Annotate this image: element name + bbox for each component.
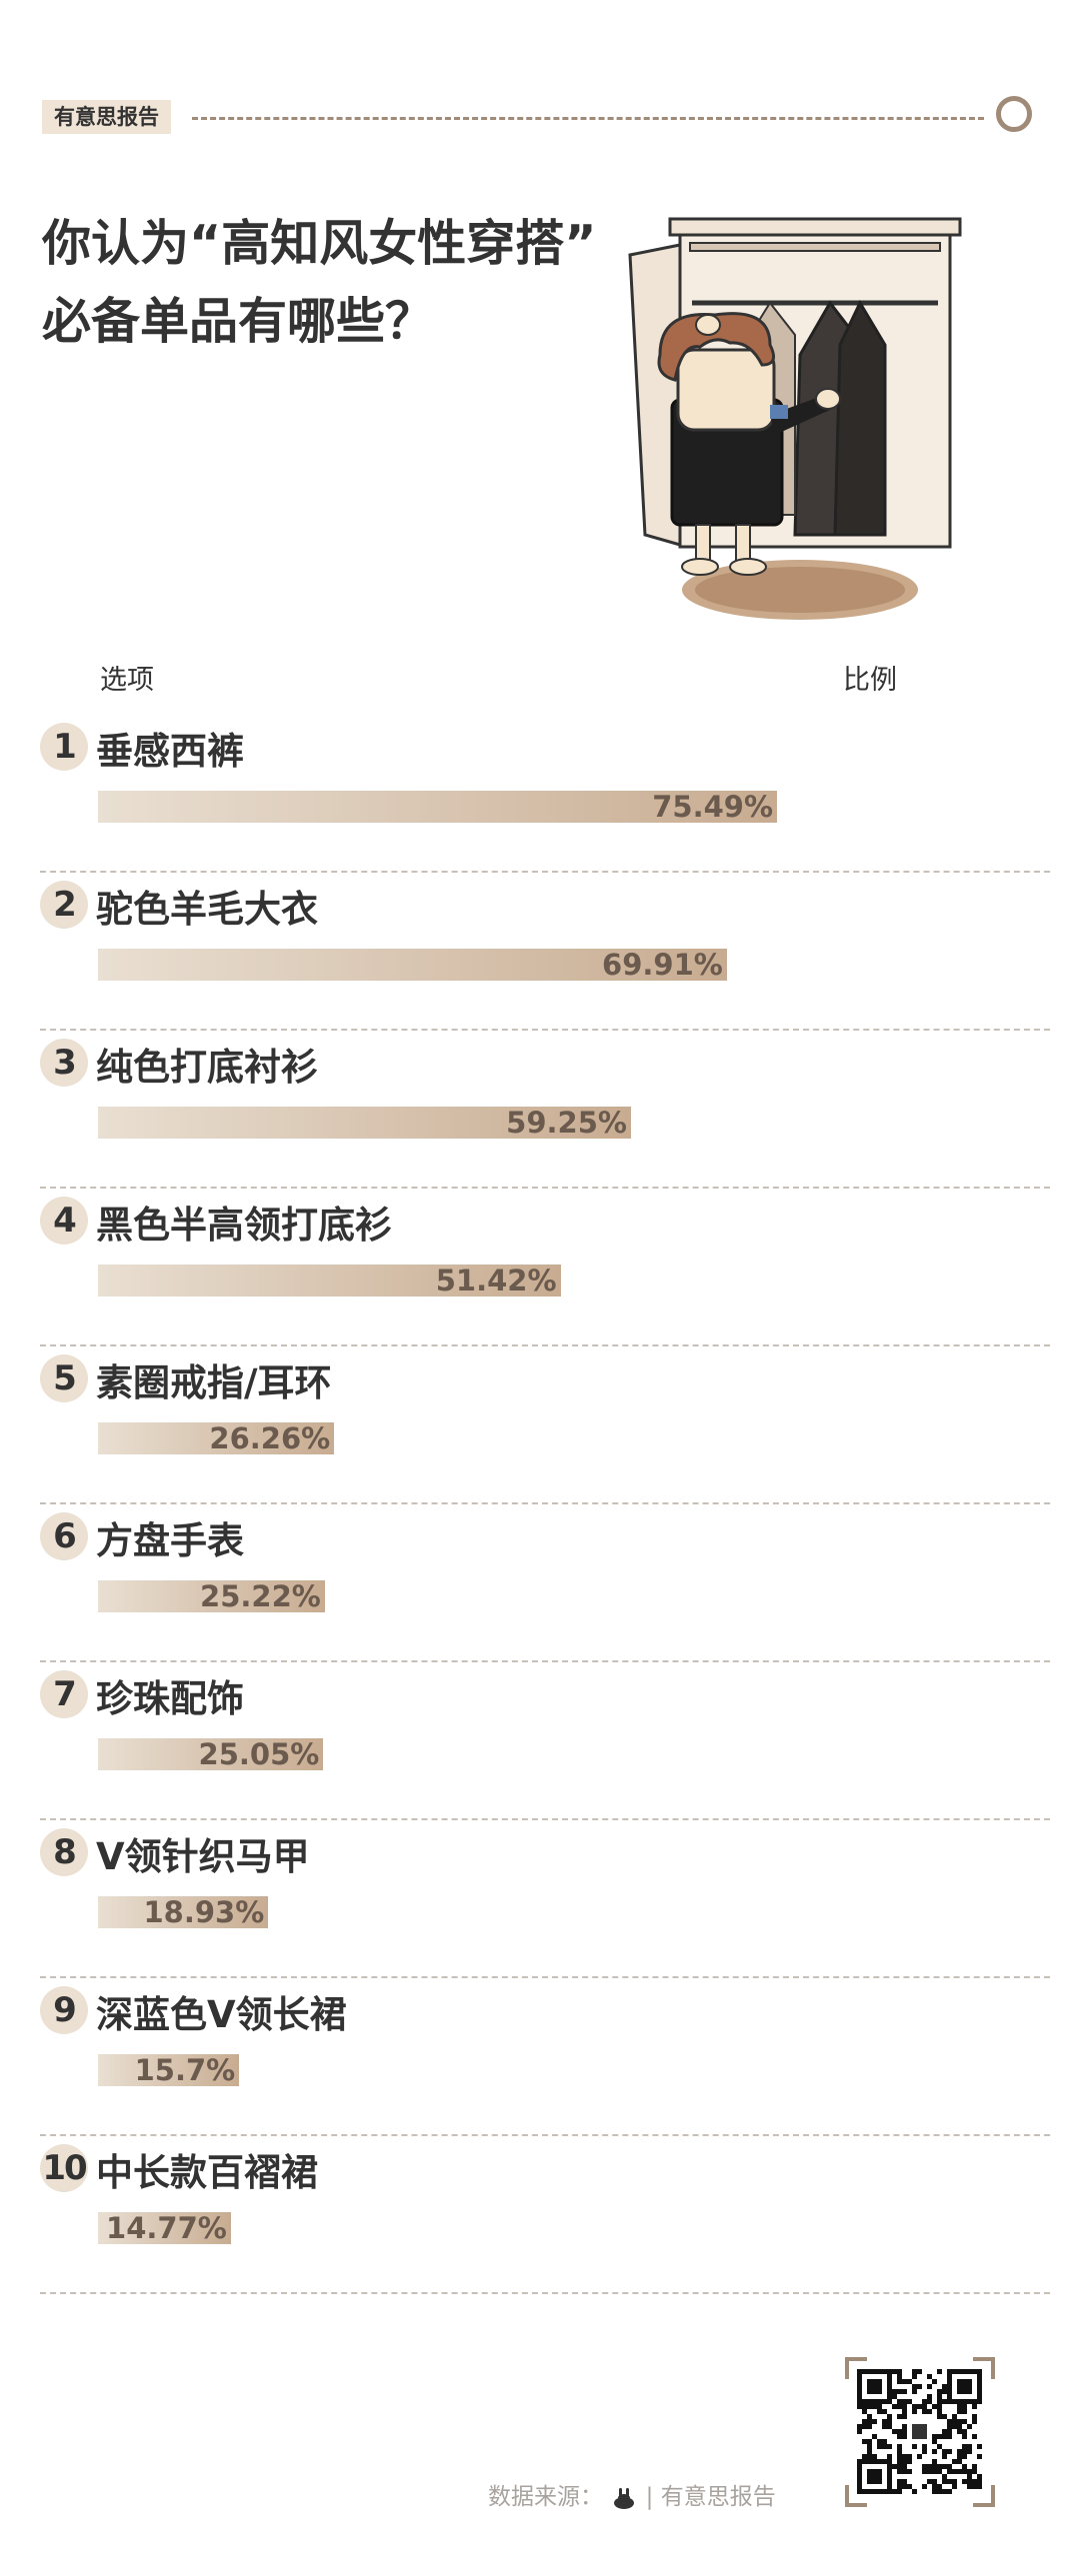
bar-track: 75.49%: [98, 791, 1038, 823]
title-line-2: 必备单品有哪些？: [42, 293, 435, 350]
bar-row: 9 深蓝色V领长裙 15.7%: [40, 1978, 1050, 2136]
row-divider: [40, 871, 1050, 873]
category-label: 垂感西裤: [96, 730, 244, 773]
bar-track: 69.91%: [98, 949, 1038, 981]
bar-track: 51.42%: [98, 1265, 1038, 1296]
bar-row: 2 驼色羊毛大衣 69.91%: [40, 873, 1050, 1031]
bar-row: 10 中长款百褶裙 14.77%: [40, 2136, 1050, 2294]
bar-track: 25.22%: [98, 1580, 1038, 1612]
brand-tag: 有意思报告: [42, 100, 171, 134]
category-label: 驼色羊毛大衣: [96, 888, 318, 931]
column-header-ratio: 比例: [843, 665, 897, 696]
value-label: 15.7%: [134, 2053, 236, 2087]
ring-icon: [996, 96, 1032, 132]
bar-row: 1 垂感西裤 75.49%: [40, 715, 1050, 873]
category-label: 深蓝色V领长裙: [96, 1993, 347, 2036]
bar: 25.05%: [98, 1737, 324, 1771]
header-divider: [192, 117, 984, 120]
page-title: 你认为“高知风女性穿搭” 必备单品有哪些？: [42, 205, 662, 361]
row-divider: [40, 1818, 1050, 1820]
data-source: 数据来源： | 有意思报告: [488, 2477, 776, 2511]
category-label: 方盘手表: [96, 1519, 244, 1562]
value-label: 75.49%: [652, 790, 774, 824]
bar-row: 8 V领针织马甲 18.93%: [40, 1820, 1050, 1978]
bar-track: 15.7%: [98, 2054, 1038, 2086]
bar-track: 59.25%: [98, 1107, 1038, 1139]
title-line-1: 你认为“高知风女性穿搭”: [42, 215, 597, 272]
bar: 26.26%: [98, 1421, 335, 1455]
header-row: 有意思报告: [42, 96, 1032, 136]
value-label: 14.77%: [106, 2211, 227, 2245]
category-label: 中长款百褶裙: [96, 2151, 318, 2194]
row-divider: [40, 1976, 1050, 1978]
bar: 69.91%: [98, 949, 727, 981]
row-divider: [40, 1344, 1050, 1346]
value-label: 26.26%: [209, 1421, 331, 1455]
value-label: 51.42%: [435, 1264, 557, 1297]
bar: 14.77%: [98, 2212, 231, 2244]
rank-badge: 7: [40, 1670, 88, 1718]
row-divider: [40, 2292, 1050, 2294]
qr-code: [845, 2357, 995, 2507]
bar: 25.22%: [98, 1580, 325, 1612]
value-label: 69.91%: [602, 948, 723, 982]
value-label: 25.05%: [198, 1737, 320, 1771]
bar-track: 26.26%: [98, 1422, 1038, 1454]
rank-badge: 4: [40, 1197, 88, 1245]
row-divider: [40, 1187, 1050, 1189]
bar: 18.93%: [98, 1895, 269, 1929]
value-label: 18.93%: [143, 1895, 265, 1929]
category-label: 纯色打底衬衫: [96, 1046, 318, 1089]
rank-badge: 2: [40, 881, 88, 929]
row-divider: [40, 2134, 1050, 2136]
rank-badge: 3: [40, 1039, 88, 1087]
bar-row: 7 珍珠配饰 25.05%: [40, 1662, 1050, 1820]
bar-track: 18.93%: [98, 1896, 1038, 1928]
source-separator: |: [645, 2484, 654, 2510]
bar-row: 3 纯色打底衬衫 59.25%: [40, 1031, 1050, 1189]
bar-row: 4 黑色半高领打底衫 51.42%: [40, 1189, 1050, 1346]
category-label: 珍珠配饰: [96, 1677, 244, 1720]
bar-track: 14.77%: [98, 2212, 1038, 2244]
value-label: 59.25%: [506, 1106, 627, 1140]
bar-chart: 1 垂感西裤 75.49% 2 驼色羊毛大衣 69.91% 3 纯色打底衬衫 59.25% 4 黑色…: [40, 715, 1050, 2294]
row-divider: [40, 1029, 1050, 1031]
value-label: 25.22%: [200, 1579, 321, 1613]
bar: 59.25%: [98, 1107, 631, 1139]
rank-badge: 10: [40, 2144, 88, 2192]
bar: 51.42%: [98, 1265, 561, 1296]
source-brand: 有意思报告: [660, 2484, 776, 2510]
wardrobe-illustration: [628, 217, 962, 620]
category-label: V领针织马甲: [96, 1835, 310, 1878]
rank-badge: 8: [40, 1828, 88, 1876]
rabbit-logo-icon: [614, 2487, 635, 2509]
rank-badge: 5: [40, 1354, 88, 1402]
rank-badge: 6: [40, 1512, 88, 1560]
row-divider: [40, 1660, 1050, 1662]
row-divider: [40, 1502, 1050, 1504]
bar-row: 6 方盘手表 25.22%: [40, 1504, 1050, 1662]
bar-row: 5 素圈戒指/耳环 26.26%: [40, 1346, 1050, 1504]
column-header-option: 选项: [100, 665, 154, 696]
category-label: 黑色半高领打底衫: [96, 1204, 392, 1247]
bar: 15.7%: [98, 2053, 240, 2087]
rank-badge: 9: [40, 1986, 88, 2034]
bar-track: 25.05%: [98, 1738, 1038, 1770]
rank-badge: 1: [40, 723, 88, 771]
bar: 75.49%: [98, 790, 778, 824]
source-label: 数据来源：: [488, 2484, 603, 2510]
category-label: 素圈戒指/耳环: [96, 1361, 332, 1404]
